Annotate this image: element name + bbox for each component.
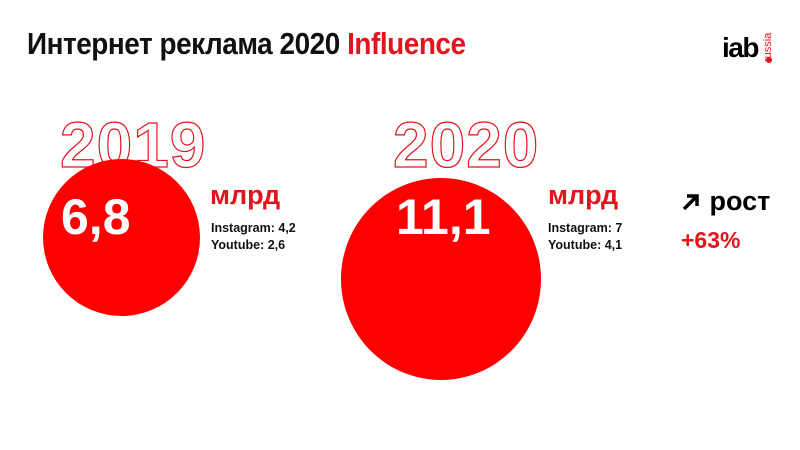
youtube-2020: Youtube: 4,1	[548, 238, 623, 252]
total-2020: 11,1	[396, 189, 491, 245]
bubble-2020	[341, 178, 541, 380]
logo-dot	[766, 57, 772, 63]
growth-value: +63%	[681, 227, 741, 253]
bubble-2019	[43, 159, 200, 316]
title-accent: Influence	[347, 26, 466, 61]
youtube-2019: Youtube: 2,6	[211, 238, 286, 252]
growth-label: рост	[709, 186, 771, 216]
instagram-2020: Instagram: 7	[548, 221, 623, 235]
instagram-2019: Instagram: 4,2	[211, 221, 296, 235]
iab-russia-logo: iab russia	[722, 18, 782, 68]
logo-subtext: russia	[762, 32, 774, 62]
page-title: Интернет реклама 2020 Influence	[27, 26, 466, 62]
total-2019: 6,8	[61, 189, 131, 245]
arrow-up-right-icon	[682, 194, 699, 211]
title-main: Интернет реклама 2020	[27, 26, 340, 61]
year-2020-label: 2020	[392, 108, 540, 181]
unit-2020: млрд	[548, 180, 619, 210]
unit-2019: млрд	[210, 180, 281, 210]
growth-label-row: рост	[680, 186, 770, 217]
logo-text: iab	[722, 32, 759, 63]
